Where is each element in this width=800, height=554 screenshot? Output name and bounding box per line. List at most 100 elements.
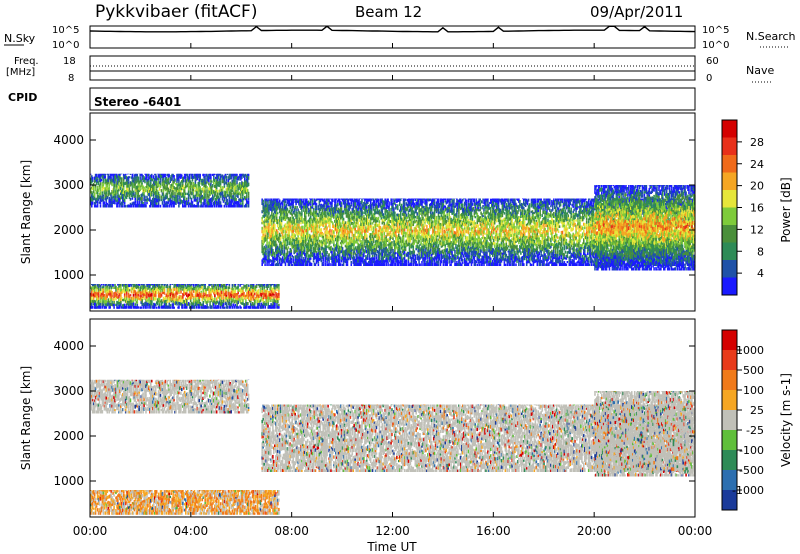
echo-cell: [280, 249, 283, 252]
echo-cell: [244, 297, 246, 300]
echo-cell: [93, 192, 96, 195]
echo-cell: [130, 299, 133, 303]
echo-cell: [298, 216, 300, 220]
echo-cell: [109, 294, 111, 297]
echo-cell: [171, 196, 173, 200]
echo-cell: [237, 187, 239, 191]
echo-cell: [110, 177, 112, 179]
echo-cell: [332, 263, 334, 266]
echo-cell: [148, 186, 150, 190]
echo-cell: [272, 259, 274, 263]
echo-cell: [348, 245, 351, 248]
echo-cell: [329, 223, 331, 226]
echo-cell: [337, 259, 339, 263]
echo-cell: [122, 304, 124, 307]
echo-cell: [343, 250, 346, 254]
echo-cell: [229, 205, 231, 208]
echo-cell: [307, 203, 310, 206]
echo-cell: [265, 258, 267, 261]
echo-cell: [133, 186, 136, 189]
echo-cell: [271, 293, 273, 297]
echo-cell: [127, 290, 130, 293]
echo-cell: [249, 299, 251, 303]
echo-cell: [200, 198, 202, 202]
echo-cell: [265, 295, 268, 299]
echo-cell: [104, 178, 107, 182]
echo-cell: [101, 196, 104, 199]
echo-cell: [91, 194, 93, 198]
echo-cell: [270, 284, 272, 287]
echo-cell: [298, 210, 300, 214]
echo-cell: [364, 220, 366, 225]
echo-cell: [303, 247, 305, 250]
echo-cell: [270, 208, 272, 211]
echo-cell: [123, 204, 126, 208]
echo-cell: [219, 188, 222, 192]
echo-cell: [181, 174, 183, 178]
freq-tick-top: 18: [63, 56, 76, 67]
echo-cell: [91, 186, 93, 189]
echo-cell: [272, 206, 274, 209]
echo-cell: [320, 248, 323, 251]
echo-cell: [294, 255, 296, 259]
echo-cell: [97, 297, 100, 300]
echo-cell: [269, 206, 271, 210]
echo-cell: [276, 212, 279, 215]
echo-cell: [163, 196, 166, 199]
echo-cell: [330, 207, 332, 210]
echo-cell: [259, 299, 262, 303]
echo-cell: [157, 184, 160, 187]
echo-cell: [278, 248, 281, 251]
echo-cell: [263, 294, 266, 298]
echo-cell: [297, 238, 299, 242]
echo-cell: [169, 188, 171, 192]
echo-cell: [187, 285, 189, 288]
echo-cell: [178, 173, 180, 175]
echo-cell: [110, 292, 112, 296]
echo-cell: [218, 295, 220, 299]
echo-cell: [164, 299, 167, 303]
echo-cell: [363, 260, 365, 264]
echo-cell: [159, 173, 162, 178]
echo-cell: [210, 293, 212, 297]
echo-cell: [144, 291, 146, 294]
echo-cell: [300, 227, 302, 232]
echo-cell: [116, 181, 118, 185]
echo-cell: [362, 257, 364, 260]
echo-cell: [344, 249, 347, 252]
echo-cell: [344, 208, 347, 212]
echo-cell: [216, 201, 219, 206]
echo-cell: [116, 300, 118, 304]
echo-cell: [146, 182, 148, 185]
echo-cell: [325, 242, 327, 246]
echo-cell: [295, 219, 297, 223]
echo-cell: [136, 194, 139, 198]
echo-cell: [206, 180, 208, 184]
echo-cell: [357, 228, 359, 232]
echo-cell: [344, 211, 347, 215]
echo-cell: [356, 246, 358, 250]
echo-cell: [156, 173, 159, 175]
echo-cell: [240, 187, 242, 192]
echo-cell: [290, 209, 293, 213]
echo-cell: [137, 293, 140, 297]
echo-cell: [160, 198, 163, 202]
echo-cell: [225, 188, 228, 192]
echo-cell: [348, 225, 351, 228]
echo-cell: [252, 294, 255, 298]
echo-cell: [288, 238, 291, 242]
echo-cell: [245, 301, 247, 304]
echo-cell: [377, 234, 380, 237]
echo-cell: [112, 188, 114, 192]
echo-cell: [239, 173, 241, 176]
echo-cell: [132, 300, 135, 303]
echo-cell: [290, 198, 293, 202]
echo-cell: [98, 173, 101, 175]
echo-cell: [239, 198, 241, 202]
echo-cell: [336, 236, 338, 241]
echo-cell: [305, 244, 307, 247]
echo-cell: [210, 284, 212, 286]
echo-cell: [327, 263, 329, 266]
echo-cell: [363, 198, 365, 200]
echo-cell: [131, 287, 134, 291]
